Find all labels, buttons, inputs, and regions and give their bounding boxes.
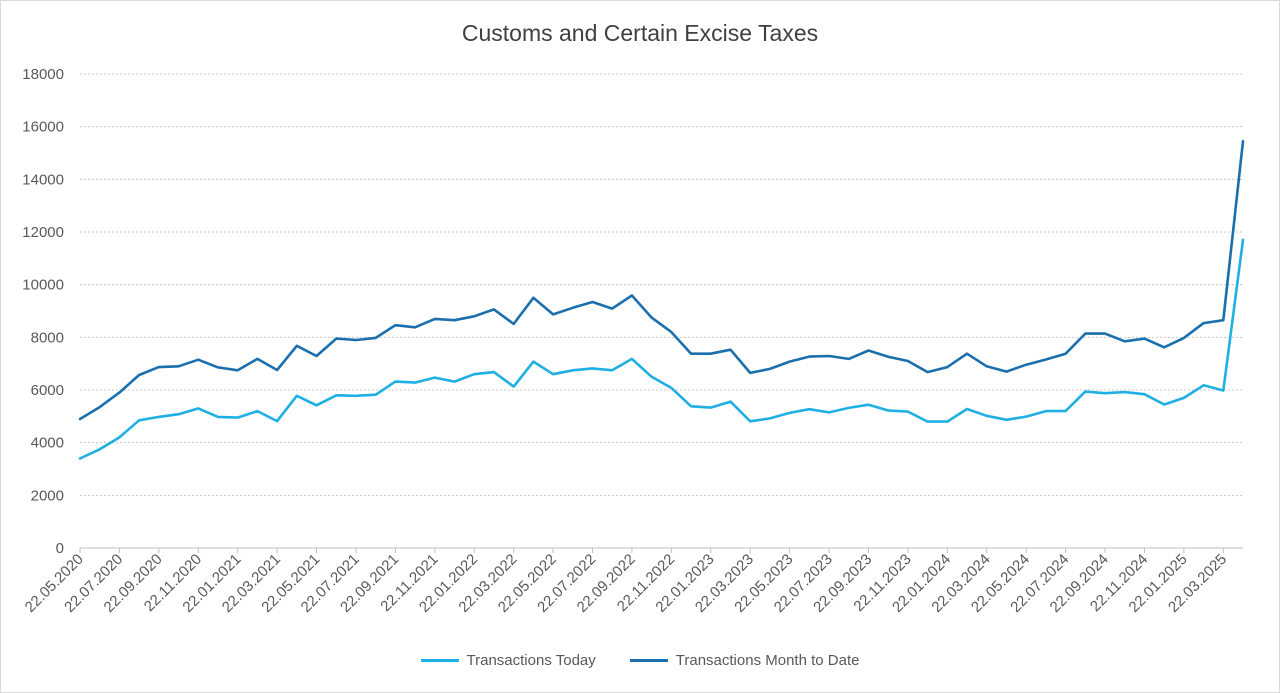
y-tick-label: 18000 [22, 66, 64, 83]
y-tick-label: 8000 [31, 329, 64, 346]
legend-swatch-today [420, 659, 459, 662]
y-tick-label: 10000 [22, 277, 64, 294]
series-lines [78, 139, 1245, 460]
series-line-transactions-today[interactable] [78, 238, 1245, 460]
legend-swatch-month-to-date [629, 659, 668, 662]
legend-label-today: Transactions Today [466, 652, 596, 669]
y-tick-label: 0 [56, 540, 64, 557]
legend-item-today[interactable]: Transactions Today [420, 652, 596, 669]
y-tick-label: 2000 [31, 487, 64, 504]
gridlines [80, 73, 1243, 496]
legend-label-month-to-date: Transactions Month to Date [675, 652, 860, 669]
legend: Transactions Today Transactions Month to… [0, 652, 1280, 669]
x-axis: 22.05.202022.07.202022.09.202022.11.2020… [22, 547, 1243, 616]
y-tick-label: 14000 [22, 171, 64, 188]
legend-item-month-to-date[interactable]: Transactions Month to Date [629, 652, 860, 669]
y-axis: 0 2000 4000 6000 8000 10000 12000 14000 16000 180… [22, 66, 64, 557]
series-line-transactions-month-to-date[interactable] [78, 139, 1245, 421]
y-tick-label: 12000 [22, 224, 64, 241]
y-tick-label: 6000 [31, 382, 64, 399]
y-tick-label: 16000 [22, 119, 64, 136]
y-tick-label: 4000 [31, 435, 64, 452]
chart-title: Customs and Certain Excise Taxes [461, 20, 819, 46]
